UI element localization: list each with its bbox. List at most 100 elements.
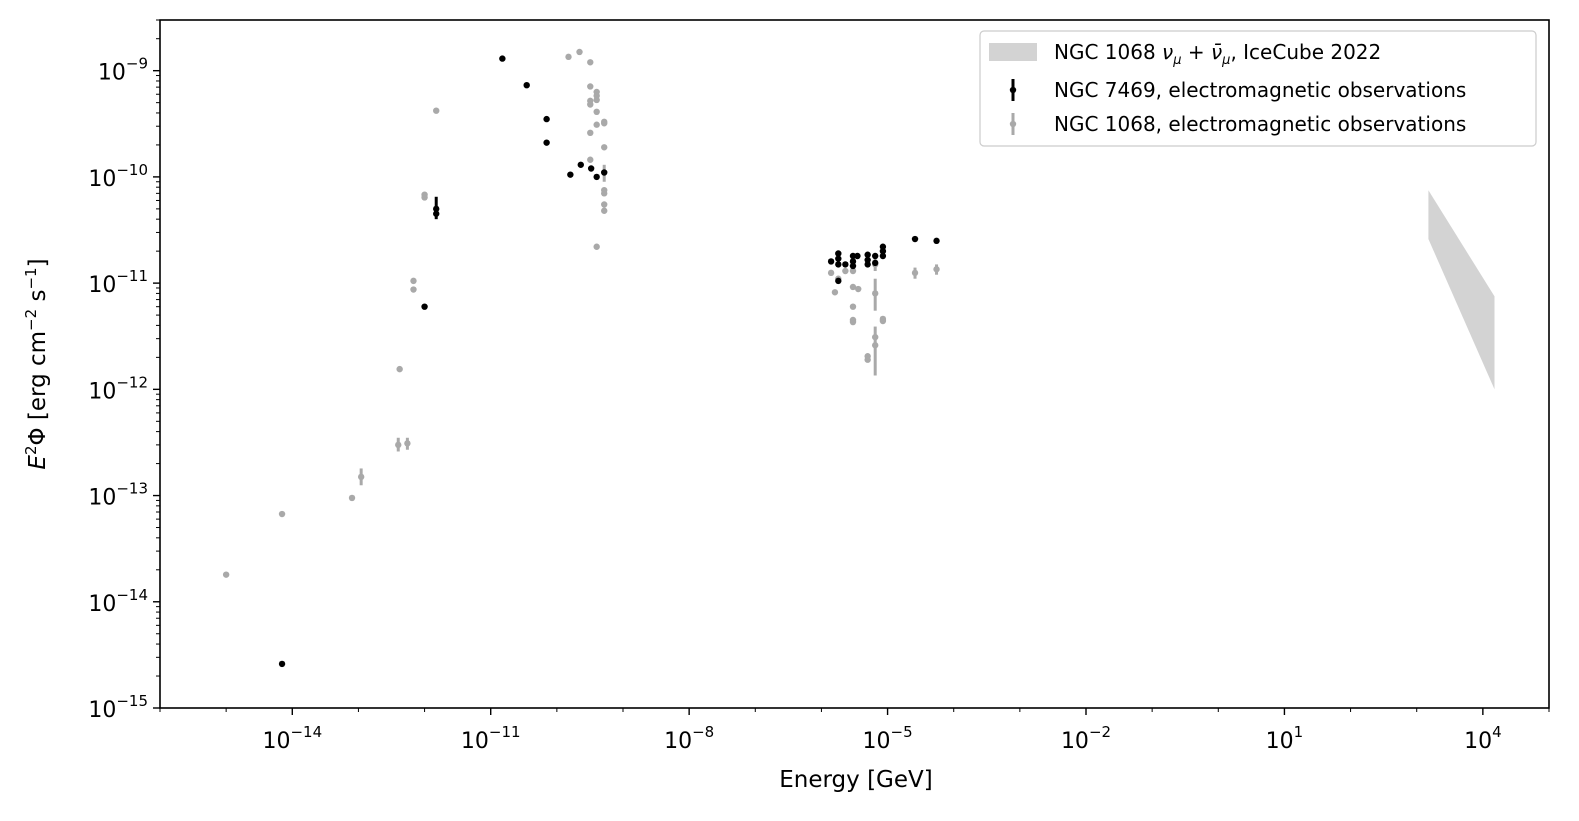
point-s1-51 <box>879 317 887 325</box>
point-s1-31 <box>601 190 608 197</box>
y-tick-label: 10−13 <box>88 480 148 511</box>
point-s0-0 <box>278 660 286 668</box>
point-s0-11 <box>593 173 600 181</box>
point-s1-49 <box>871 342 879 349</box>
point-s0-12 <box>601 169 608 176</box>
point-s0-22 <box>854 252 861 260</box>
axis-ticks <box>153 19 1550 715</box>
series-0 <box>278 55 940 668</box>
x-axis-label: Energy [GeV] <box>779 767 933 793</box>
legend-ngc7469-marker <box>1009 86 1017 94</box>
point-s0-8 <box>567 171 574 178</box>
point-s1-34 <box>827 269 835 277</box>
x-tick-label: 104 <box>1464 723 1502 754</box>
point-s0-16 <box>835 261 842 268</box>
point-s0-10 <box>587 165 595 172</box>
point-s1-25 <box>593 243 600 250</box>
legend-ngc1068-label: NGC 1068, electromagnetic observations <box>1054 112 1466 136</box>
point-s1-28 <box>601 144 608 151</box>
y-tick-label: 10−14 <box>88 586 148 617</box>
point-s0-4 <box>499 55 506 62</box>
point-s1-38 <box>849 267 857 275</box>
point-s1-7 <box>410 277 417 285</box>
point-s1-24 <box>593 121 600 128</box>
point-s0-6 <box>543 115 550 123</box>
y-tick-label: 10−10 <box>88 161 148 192</box>
data-points-layer <box>222 48 940 668</box>
point-s1-1 <box>278 510 286 518</box>
y-tick-labels: 10−15 10−14 10−13 10−12 10−11 10−10 10−9 <box>88 55 148 723</box>
x-tick-labels: 10−14 10−11 10−8 10−5 10−2 101 104 <box>262 723 1501 754</box>
point-s0-25 <box>864 261 871 268</box>
point-s1-22 <box>593 96 600 104</box>
y-tick-label: 10−9 <box>98 55 148 86</box>
legend-box <box>979 30 1537 147</box>
point-s1-53 <box>933 266 940 273</box>
point-s0-29 <box>879 247 887 255</box>
point-s1-37 <box>842 267 849 275</box>
point-s0-26 <box>871 252 879 260</box>
legend-ngc7469-label: NGC 7469, electromagnetic observations <box>1054 78 1466 102</box>
y-axis-label-e: E <box>25 455 51 470</box>
point-s0-32 <box>933 237 940 245</box>
point-s1-32 <box>601 201 608 208</box>
point-s1-13 <box>576 48 583 56</box>
plot-frame <box>159 19 1550 709</box>
point-s0-20 <box>849 258 857 265</box>
point-s1-52 <box>911 269 919 277</box>
point-s1-15 <box>587 83 594 90</box>
y-axis-label: E2Φ [erg cm−2 s−1] <box>22 258 51 469</box>
x-tick-label: 10−5 <box>863 723 913 754</box>
y-axis-label-sup2: 2 <box>22 446 40 456</box>
y-axis-label-phi: Φ [erg cm <box>25 331 51 446</box>
x-tick-label: 101 <box>1266 723 1304 754</box>
point-s1-33 <box>601 207 608 214</box>
y-tick-label: 10−15 <box>88 692 148 723</box>
icecube-band-layer <box>1428 190 1495 390</box>
point-s0-30 <box>879 252 887 260</box>
point-s0-2 <box>433 205 440 213</box>
point-s0-27 <box>871 259 879 267</box>
point-s1-43 <box>855 285 862 293</box>
point-s0-24 <box>864 256 871 264</box>
point-s0-18 <box>842 261 849 268</box>
legend-band-label: NGC 1068 νμ + ν̄μ, IceCube 2022 <box>1054 40 1381 68</box>
point-s0-23 <box>864 251 871 258</box>
point-s1-8 <box>410 286 417 293</box>
point-s1-23 <box>593 108 600 116</box>
icecube-band <box>1428 190 1495 390</box>
point-s1-39 <box>849 283 857 291</box>
point-s0-19 <box>849 252 857 260</box>
point-s1-11 <box>433 107 440 114</box>
x-tick-label: 10−11 <box>461 723 521 754</box>
point-s0-1 <box>421 303 428 310</box>
point-s1-5 <box>404 440 411 447</box>
y-axis-label-supm1: −1 <box>22 267 40 289</box>
y-axis-label-end: ] <box>25 258 51 267</box>
point-s1-45 <box>864 356 871 363</box>
y-axis-label-supm2: −2 <box>22 309 40 331</box>
point-s1-2 <box>348 494 356 502</box>
point-s1-40 <box>849 303 857 310</box>
point-s0-9 <box>577 161 584 168</box>
point-s0-21 <box>849 262 857 270</box>
point-s1-17 <box>587 101 594 108</box>
point-s1-10 <box>421 194 428 201</box>
point-s0-28 <box>879 243 887 250</box>
point-s1-35 <box>831 289 839 296</box>
point-s1-47 <box>871 290 879 297</box>
point-s0-13 <box>827 258 835 265</box>
point-s1-0 <box>222 571 230 578</box>
point-s1-12 <box>565 53 572 61</box>
point-s0-7 <box>543 139 550 146</box>
point-s0-15 <box>835 255 842 262</box>
point-s0-14 <box>835 250 842 257</box>
x-tick-label: 10−14 <box>262 723 322 754</box>
point-s0-5 <box>523 81 530 89</box>
point-s1-3 <box>357 473 365 481</box>
legend: NGC 1068 νμ + ν̄μ, IceCube 2022 NGC 7469… <box>979 30 1537 147</box>
x-tick-label: 10−2 <box>1061 723 1111 754</box>
point-s1-14 <box>587 59 594 66</box>
point-s1-4 <box>395 441 402 449</box>
